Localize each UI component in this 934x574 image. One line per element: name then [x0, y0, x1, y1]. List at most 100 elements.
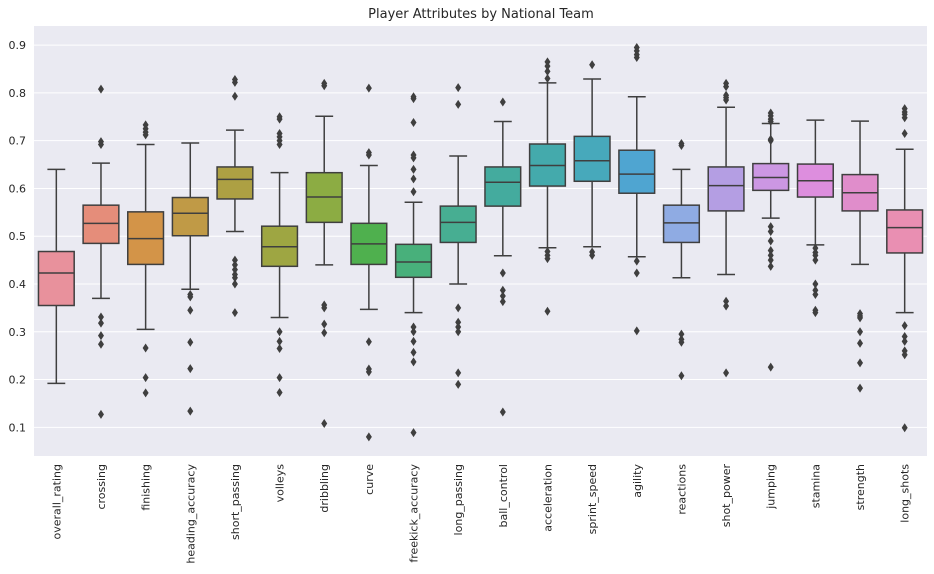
outlier-point — [321, 81, 328, 91]
outlier-point — [812, 255, 819, 265]
outlier-point — [901, 332, 908, 342]
outlier-point — [589, 250, 596, 260]
outlier-point — [678, 371, 685, 381]
x-tick-label: volleys — [274, 464, 287, 503]
x-tick-label: strength — [854, 464, 867, 510]
outlier-point — [499, 297, 506, 307]
iqr-box — [886, 209, 924, 254]
outlier-point — [97, 409, 104, 419]
outlier-point — [857, 338, 864, 348]
outlier-point — [410, 174, 417, 184]
outlier-point — [723, 95, 730, 105]
outlier-point — [678, 337, 685, 347]
box-overall_rating — [37, 168, 75, 385]
x-tick-label: crossing — [95, 464, 108, 510]
outlier-point — [142, 343, 149, 353]
outlier-point — [723, 301, 730, 311]
y-tick-label: 0.5 — [9, 230, 27, 243]
outlier-point — [857, 327, 864, 337]
iqr-box — [439, 205, 477, 244]
x-tick-label: finishing — [140, 464, 153, 511]
x-tick-label: freekick_accuracy — [408, 464, 421, 563]
outlier-point — [499, 407, 506, 417]
outlier-point — [410, 336, 417, 346]
outlier-point — [410, 94, 417, 104]
outlier-point — [410, 164, 417, 174]
outlier-point — [455, 368, 462, 378]
y-tick-label: 0.1 — [9, 421, 27, 434]
y-tick-label: 0.4 — [9, 278, 27, 291]
plot-area — [34, 26, 927, 456]
outlier-point — [499, 268, 506, 278]
box-heading_accuracy — [171, 142, 209, 416]
outlier-point — [187, 406, 194, 416]
iqr-box — [484, 166, 522, 207]
y-tick-label: 0.6 — [9, 182, 27, 195]
outlier-point — [97, 84, 104, 94]
outlier-point — [678, 140, 685, 150]
iqr-box — [618, 149, 656, 194]
outlier-point — [723, 296, 730, 306]
box-sprint_speed — [573, 60, 611, 260]
outlier-point — [767, 222, 774, 232]
boxes — [37, 43, 924, 442]
outlier-point — [231, 273, 238, 283]
outlier-point — [321, 303, 328, 313]
outlier-point — [321, 419, 328, 429]
outlier-point — [633, 256, 640, 266]
outlier-point — [678, 329, 685, 339]
outlier-point — [767, 261, 774, 271]
outlier-point — [410, 357, 417, 367]
outlier-point — [97, 318, 104, 328]
outlier-point — [365, 150, 372, 160]
outlier-point — [410, 118, 417, 128]
x-tick-label: stamina — [809, 464, 822, 508]
box-volleys — [260, 112, 299, 397]
outlier-point — [142, 373, 149, 383]
x-tick-label: shot_power — [720, 464, 733, 528]
outlier-point — [857, 358, 864, 368]
x-tick-label: long_shots — [899, 464, 912, 523]
box-finishing — [127, 120, 165, 398]
outlier-point — [901, 336, 908, 346]
box-stamina — [796, 119, 834, 318]
outlier-point — [365, 337, 372, 347]
outlier-point — [901, 350, 908, 360]
box-short_passing — [216, 75, 254, 318]
outlier-point — [276, 387, 283, 397]
outlier-point — [812, 279, 819, 289]
outlier-point — [321, 328, 328, 338]
outlier-point — [544, 74, 551, 84]
iqr-box — [573, 135, 611, 183]
outlier-point — [455, 327, 462, 337]
outlier-point — [410, 428, 417, 438]
outlier-point — [544, 61, 551, 71]
outlier-point — [410, 153, 417, 163]
iqr-box — [707, 166, 745, 212]
outlier-point — [321, 319, 328, 329]
outlier-point — [767, 362, 774, 372]
box-freekick_accuracy — [394, 92, 433, 438]
outlier-point — [455, 317, 462, 327]
outlier-point — [633, 326, 640, 336]
outlier-point — [857, 313, 864, 323]
box-ball_control — [484, 97, 522, 417]
x-axis-tick-labels: overall_rating crossing finishing heading_a… — [50, 464, 911, 564]
iqr-box — [394, 243, 433, 279]
outlier-point — [544, 306, 551, 316]
iqr-box — [216, 166, 254, 200]
y-tick-label: 0.8 — [9, 87, 27, 100]
x-tick-label: reactions — [675, 464, 688, 515]
outlier-point — [410, 347, 417, 357]
outlier-point — [365, 432, 372, 442]
box-dribbling — [305, 78, 343, 429]
y-tick-label: 0.2 — [9, 374, 27, 387]
outlier-point — [455, 322, 462, 332]
y-axis-tick-labels: 0.1 0.2 0.3 0.4 0.5 0.6 0.7 0.8 0.9 — [9, 39, 27, 434]
outlier-point — [231, 265, 238, 275]
box-agility — [618, 43, 656, 336]
outlier-point — [97, 339, 104, 349]
outlier-point — [767, 136, 774, 146]
outlier-point — [365, 83, 372, 93]
